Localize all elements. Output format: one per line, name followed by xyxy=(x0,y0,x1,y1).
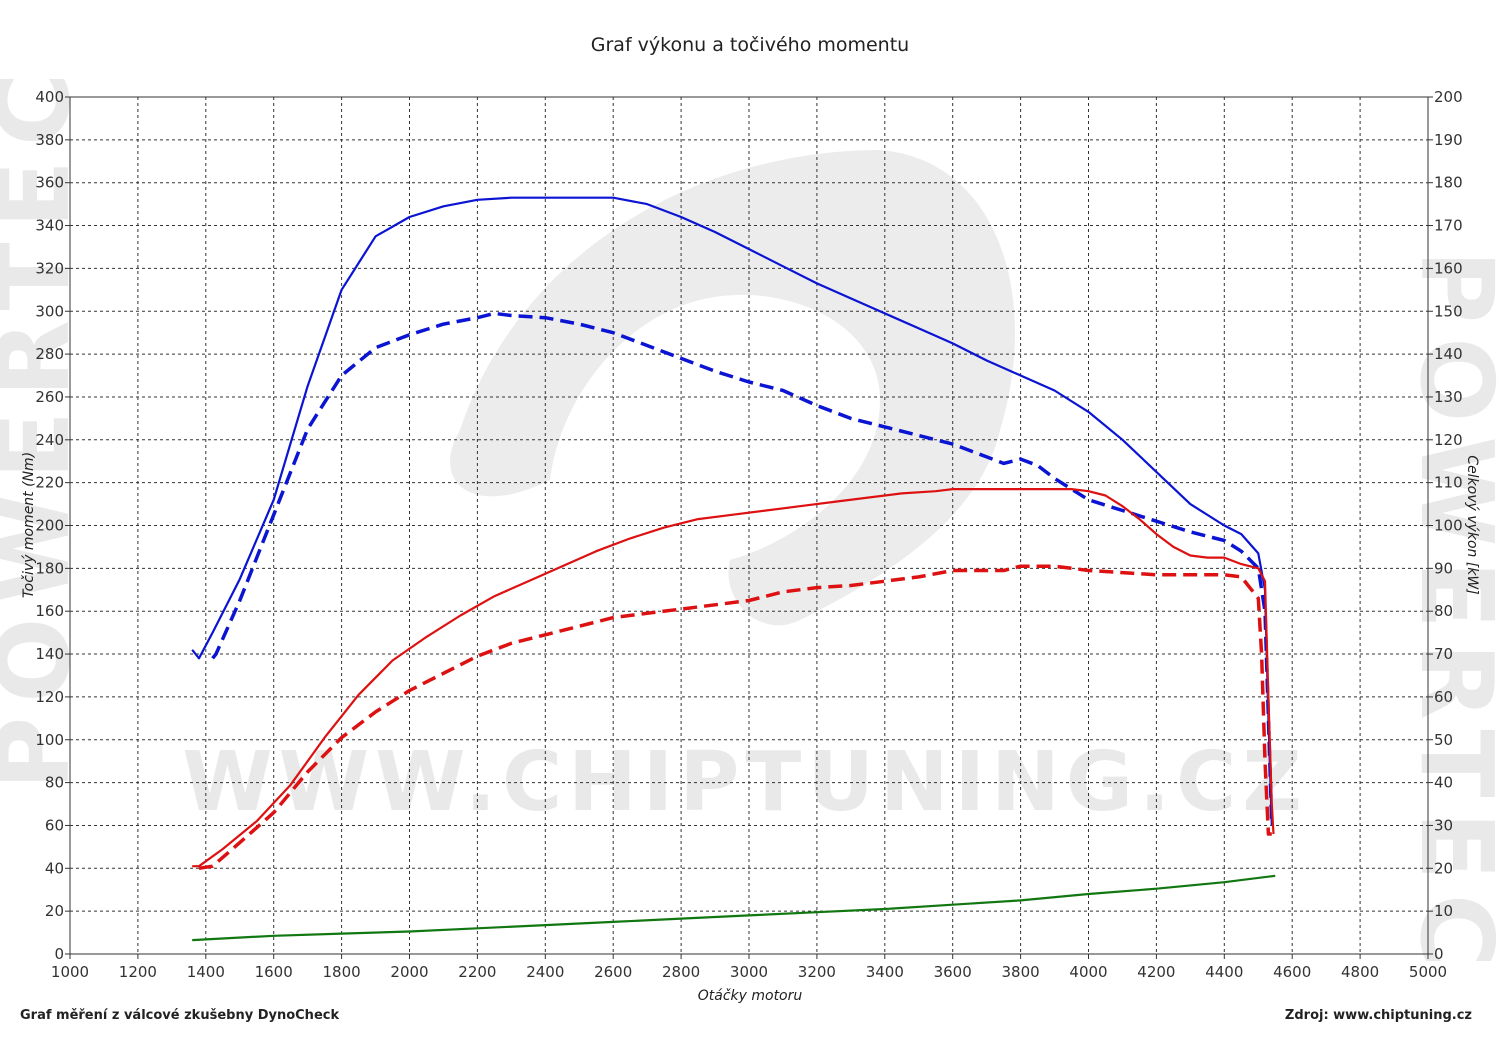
power-stock-line xyxy=(198,564,1272,871)
chart-title: Graf výkonu a točivého momentu xyxy=(591,34,909,56)
y-tick-label: 200 xyxy=(35,517,64,535)
x-tick-label: 4800 xyxy=(1341,963,1379,981)
y2-tick-label: 200 xyxy=(1434,88,1463,106)
y-axis-right-ticks: 0 10 20 30 40 50 60 70 80 90 100 110 120 130 140 150 160… xyxy=(1428,88,1463,963)
x-tick-label: 2000 xyxy=(390,963,428,981)
y-tick-label: 280 xyxy=(35,345,64,363)
y-tick-label: 40 xyxy=(45,859,64,877)
y2-tick-label: 70 xyxy=(1434,645,1453,663)
y-tick-label: 100 xyxy=(35,731,64,749)
x-tick-label: 3600 xyxy=(934,963,972,981)
x-tick-label: 3000 xyxy=(730,963,768,981)
x-tick-label: 4200 xyxy=(1137,963,1175,981)
y2-tick-label: 30 xyxy=(1434,816,1453,834)
x-tick-label: 3800 xyxy=(1002,963,1040,981)
loss-line xyxy=(192,874,1276,942)
footer-left-text: Graf měření z válcové zkušebny DynoCheck xyxy=(20,1008,339,1023)
y-axis-left-label: Točivý moment (Nm) xyxy=(21,452,37,598)
x-tick-label: 2400 xyxy=(526,963,564,981)
y-tick-label: 340 xyxy=(35,217,64,235)
y-axis-left-ticks: 0 20 40 60 80 100 120 140 160 180 200 220 240 260 280 3… xyxy=(35,88,70,963)
watermark: WWW.CHIPTUNING.CZ POWERTEC POWERTEC xyxy=(0,59,1500,982)
torque-stock-line xyxy=(211,311,1274,826)
watermark-side-right: POWERTEC xyxy=(1398,250,1500,981)
y2-tick-label: 100 xyxy=(1434,517,1463,535)
y2-tick-label: 130 xyxy=(1434,388,1463,406)
x-tick-label: 4000 xyxy=(1069,963,1107,981)
x-tick-label: 2600 xyxy=(594,963,632,981)
y-tick-label: 360 xyxy=(35,174,64,192)
x-tick-label: 2800 xyxy=(662,963,700,981)
y-tick-label: 260 xyxy=(35,388,64,406)
y-tick-label: 300 xyxy=(35,302,64,320)
series-layer xyxy=(191,196,1276,942)
y-tick-label: 160 xyxy=(35,602,64,620)
y2-tick-label: 190 xyxy=(1434,131,1463,149)
y-tick-label: 0 xyxy=(54,945,64,963)
x-axis-ticks: 1000 1200 1400 1600 1800 2000 2200 2400 2600 2800… xyxy=(51,954,1447,981)
y2-tick-label: 180 xyxy=(1434,174,1463,192)
y2-tick-label: 0 xyxy=(1434,945,1444,963)
y-tick-label: 180 xyxy=(35,559,64,577)
y-tick-label: 80 xyxy=(45,774,64,792)
x-tick-label: 4600 xyxy=(1273,963,1311,981)
y2-tick-label: 140 xyxy=(1434,345,1463,363)
y2-tick-label: 40 xyxy=(1434,774,1453,792)
y2-tick-label: 150 xyxy=(1434,302,1463,320)
y-tick-label: 320 xyxy=(35,259,64,277)
watermark-side-left: POWERTEC xyxy=(0,59,92,790)
y2-tick-label: 60 xyxy=(1434,688,1453,706)
y-tick-label: 400 xyxy=(35,88,64,106)
y-tick-label: 240 xyxy=(35,431,64,449)
x-axis-label: Otáčky motoru xyxy=(698,988,803,1004)
x-tick-label: 3400 xyxy=(866,963,904,981)
x-tick-label: 5000 xyxy=(1409,963,1447,981)
x-tick-label: 1000 xyxy=(51,963,89,981)
x-tick-label: 2200 xyxy=(458,963,496,981)
y-tick-label: 380 xyxy=(35,131,64,149)
y-tick-label: 120 xyxy=(35,688,64,706)
y2-tick-label: 170 xyxy=(1434,217,1463,235)
x-tick-label: 1600 xyxy=(255,963,293,981)
y2-tick-label: 110 xyxy=(1434,474,1463,492)
y2-tick-label: 20 xyxy=(1434,859,1453,877)
y2-tick-label: 120 xyxy=(1434,431,1463,449)
torque-tuned-line xyxy=(191,196,1273,826)
y2-tick-label: 80 xyxy=(1434,602,1453,620)
x-tick-label: 1400 xyxy=(187,963,225,981)
y-tick-label: 220 xyxy=(35,474,64,492)
x-tick-label: 4400 xyxy=(1205,963,1243,981)
footer-right-text: Zdroj: www.chiptuning.cz xyxy=(1285,1008,1472,1023)
y-tick-label: 60 xyxy=(45,816,64,834)
y-tick-label: 20 xyxy=(45,902,64,920)
y-tick-label: 140 xyxy=(35,645,64,663)
y2-tick-label: 90 xyxy=(1434,559,1453,577)
chart-grid xyxy=(70,97,1428,954)
power-tuned-line xyxy=(192,488,1275,868)
x-tick-label: 1800 xyxy=(323,963,361,981)
x-tick-label: 1200 xyxy=(119,963,157,981)
y2-tick-label: 10 xyxy=(1434,902,1453,920)
x-tick-label: 3200 xyxy=(798,963,836,981)
logo-swirl-watermark xyxy=(450,150,1015,626)
y-axis-right-label: Celkový výkon [kW] xyxy=(1464,455,1480,594)
y2-tick-label: 50 xyxy=(1434,731,1453,749)
y2-tick-label: 160 xyxy=(1434,259,1463,277)
